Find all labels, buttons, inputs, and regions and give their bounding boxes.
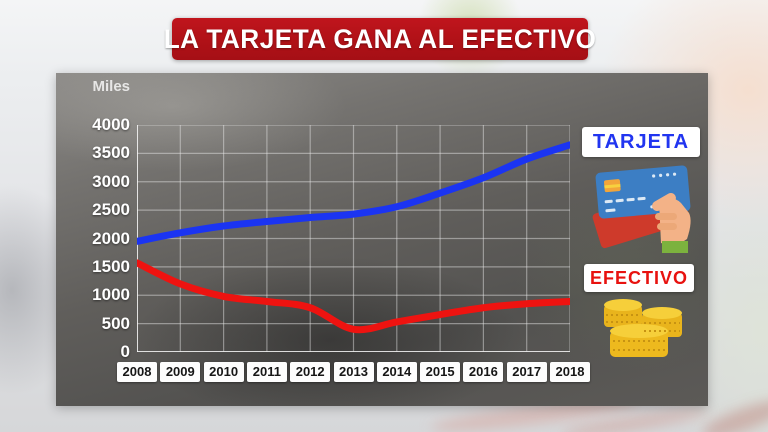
y-tick-label: 3000 [92, 171, 130, 191]
legend-efectivo: EFECTIVO [584, 264, 694, 292]
year-label: 2015 [420, 362, 461, 382]
y-tick-label: 4000 [92, 115, 130, 134]
y-tick-label: 3500 [92, 143, 130, 163]
chart-panel: Miles 4000 3500 3000 2500 2000 1500 1000 500 0 2… [56, 73, 708, 406]
y-tick-label: 1500 [92, 256, 130, 276]
year-label: 2012 [290, 362, 331, 382]
background-blur-streak [698, 393, 768, 432]
year-label: 2009 [160, 362, 201, 382]
year-label: 2013 [333, 362, 374, 382]
legend-efectivo-label: EFECTIVO [589, 267, 688, 288]
y-tick-label: 500 [101, 313, 130, 333]
y-tick-label: 2500 [92, 200, 130, 220]
y-tick-label: 2000 [92, 228, 130, 248]
line-chart-plot [137, 125, 570, 352]
year-label: 2008 [117, 362, 157, 382]
coins-icon [596, 293, 688, 370]
year-label: 2018 [550, 362, 590, 382]
title-banner: LA TARJETA GANA AL EFECTIVO [164, 18, 596, 60]
year-label: 2011 [246, 362, 287, 382]
series-line-efectivo [137, 259, 570, 334]
y-tick-label: 0 [120, 342, 130, 361]
page-title: LA TARJETA GANA AL EFECTIVO [163, 23, 597, 54]
credit-card-icon [589, 157, 707, 258]
y-axis-unit-label: Miles [92, 78, 130, 95]
y-tick-label: 1000 [92, 285, 130, 305]
year-label: 2010 [203, 362, 244, 382]
legend-tarjeta: TARJETA [582, 127, 700, 157]
legend-tarjeta-label: TARJETA [592, 130, 690, 153]
series-line-tarjeta [137, 141, 570, 245]
year-label: 2014 [376, 362, 417, 382]
year-label: 2016 [463, 362, 504, 382]
year-label: 2017 [506, 362, 547, 382]
